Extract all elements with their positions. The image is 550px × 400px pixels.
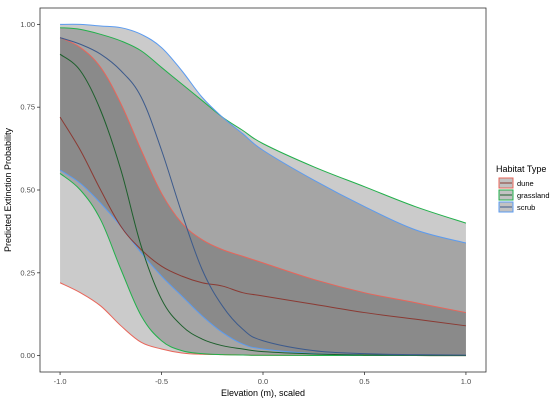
x-tick-label: -0.5: [155, 377, 168, 386]
legend-label-scrub: scrub: [517, 203, 535, 212]
x-tick-label: 0.5: [359, 377, 369, 386]
y-tick-label: 0.75: [20, 103, 35, 112]
mean-line-dune: [59, 116, 466, 327]
y-tick-label: 0.25: [20, 268, 35, 277]
x-tick-label: 1.0: [461, 377, 471, 386]
legend-title: Habitat Type: [496, 164, 546, 174]
upper-bound-dune: [59, 37, 467, 314]
x-tick-label: -1.0: [54, 377, 67, 386]
y-tick-label: 1.00: [20, 20, 35, 29]
series-lines: [59, 23, 467, 357]
legend-label-grassland: grassland: [517, 191, 550, 200]
y-axis: 0.00 0.25 0.50 0.75 1.00: [20, 20, 40, 360]
x-axis-title: Elevation (m), scaled: [221, 388, 305, 398]
upper-bound-grassland: [60, 27, 467, 224]
legend: Habitat Type dune grassland scrub: [496, 164, 550, 213]
lower-bound-grassland: [59, 173, 466, 357]
band-scrub: [60, 24, 466, 356]
upper-bound-scrub: [60, 23, 467, 244]
band-grassland: [60, 27, 466, 356]
legend-label-dune: dune: [517, 179, 534, 188]
y-tick-label: 0.50: [20, 186, 35, 195]
mean-line-grassland: [59, 53, 466, 356]
mean-line-scrub: [59, 37, 466, 356]
x-axis: -1.0 -0.5 0.0 0.5 1.0: [54, 372, 471, 386]
x-tick-label: 0.0: [258, 377, 268, 386]
y-tick-label: 0.00: [20, 351, 35, 360]
y-axis-title: Predicted Extinction Probability: [3, 127, 13, 252]
